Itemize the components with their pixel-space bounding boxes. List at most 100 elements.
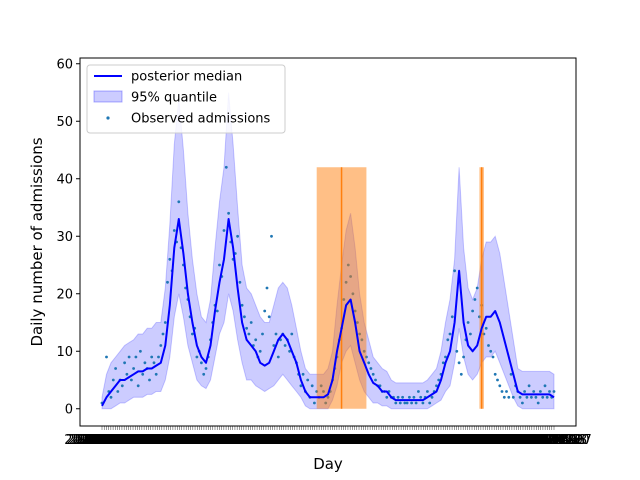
observed-point bbox=[267, 315, 271, 319]
x-tick-label: 2021-03-13 bbox=[184, 433, 260, 448]
x-tick-label: 2023-08-26 bbox=[467, 433, 543, 448]
x-tick-label: 2023-09-23 bbox=[476, 433, 552, 448]
x-tick-label: 2020-07-04 bbox=[104, 433, 180, 448]
y-tick-label: 20 bbox=[56, 287, 73, 302]
x-tick-label: 2021-06-12 bbox=[213, 433, 289, 448]
x-tick-label: 2022-05-28 bbox=[323, 433, 399, 448]
observed-point bbox=[396, 395, 400, 399]
x-tick-label: 2021-06-26 bbox=[217, 433, 293, 448]
observed-point bbox=[143, 361, 147, 365]
legend-label: 95% quantile bbox=[131, 91, 217, 106]
observed-point bbox=[313, 401, 316, 405]
observed-point bbox=[466, 321, 470, 324]
x-tick-label: 2020-07-25 bbox=[111, 433, 187, 448]
x-tick-label: 2021-07-03 bbox=[219, 433, 295, 448]
observed-point bbox=[459, 372, 463, 376]
x-tick-label: 2021-07-24 bbox=[226, 433, 302, 448]
x-tick-label: 2021-11-13 bbox=[261, 433, 337, 448]
observed-point bbox=[536, 401, 540, 405]
observed-point bbox=[204, 367, 208, 370]
x-tick-label: 2023-02-11 bbox=[405, 433, 481, 448]
x-tick-label: 2023-07-08 bbox=[452, 433, 528, 448]
x-tick-label: 2023-06-17 bbox=[445, 433, 521, 448]
x-tick-label: 2023-10-07 bbox=[481, 433, 557, 448]
y-tick-label: 30 bbox=[56, 230, 73, 245]
x-tick-label: 2022-05-07 bbox=[317, 433, 393, 448]
x-tick-label: 2020-06-06 bbox=[95, 433, 171, 448]
x-tick-label: 2022-01-29 bbox=[286, 433, 362, 448]
observed-point bbox=[385, 395, 389, 399]
x-tick-label: 2021-05-08 bbox=[202, 433, 278, 448]
x-tick-label: 2021-08-14 bbox=[233, 433, 309, 448]
observed-point bbox=[202, 372, 206, 376]
x-tick-label: 2024-01-13 bbox=[512, 433, 588, 448]
x-tick-label: 2022-03-05 bbox=[297, 433, 373, 448]
x-tick-label: 2021-04-24 bbox=[197, 433, 273, 448]
x-tick-label: 2023-04-15 bbox=[425, 433, 501, 448]
x-tick-label: 2020-07-18 bbox=[109, 433, 185, 448]
x-tick-label: 2023-12-23 bbox=[505, 433, 581, 448]
x-tick-label: 2022-12-03 bbox=[383, 433, 459, 448]
observed-point bbox=[539, 390, 542, 393]
x-tick-label: 2020-04-18 bbox=[80, 433, 156, 448]
observed-point bbox=[521, 401, 524, 405]
observed-point bbox=[247, 332, 251, 336]
observed-point bbox=[552, 390, 556, 393]
x-tick-label: 2022-07-02 bbox=[335, 433, 411, 448]
x-tick-label: 2022-12-24 bbox=[390, 433, 466, 448]
observed-point bbox=[453, 269, 456, 273]
observed-point bbox=[276, 355, 280, 359]
x-tick-label: 2021-03-20 bbox=[186, 433, 262, 448]
axes: 0 10 20 30 40 50 60 2020-02-292020-03-072020-03… bbox=[56, 57, 591, 448]
x-tick-label: 2021-01-30 bbox=[171, 433, 247, 448]
observed-point bbox=[484, 326, 488, 330]
x-tick-label: 2023-03-25 bbox=[419, 433, 495, 448]
x-tick-label: 2020-05-02 bbox=[84, 433, 160, 448]
x-tick-label: 2023-05-13 bbox=[434, 433, 510, 448]
observed-point bbox=[290, 332, 294, 336]
legend-observed-swatch bbox=[106, 116, 110, 120]
observed-point bbox=[523, 390, 526, 393]
observed-point bbox=[157, 355, 160, 359]
observed-point bbox=[426, 390, 429, 393]
x-tick-label: 2023-11-11 bbox=[492, 433, 568, 448]
observed-point bbox=[265, 286, 269, 290]
x-tick-label: 2020-08-29 bbox=[122, 433, 198, 448]
x-tick-label: 2023-05-06 bbox=[432, 433, 508, 448]
x-tick-label: 2023-09-30 bbox=[479, 433, 555, 448]
x-tick-label: 2021-09-25 bbox=[246, 433, 322, 448]
observed-point bbox=[218, 263, 221, 267]
x-tick-label: 2023-07-22 bbox=[456, 433, 532, 448]
x-tick-label: 2023-03-18 bbox=[417, 433, 493, 448]
x-tick-label: 2022-05-21 bbox=[321, 433, 397, 448]
x-tick-label: 2020-12-05 bbox=[153, 433, 229, 448]
x-tick-label: 2021-12-25 bbox=[275, 433, 351, 448]
x-tick-label: 2022-12-17 bbox=[388, 433, 464, 448]
x-tick-label: 2020-08-15 bbox=[117, 433, 193, 448]
observed-point bbox=[263, 309, 267, 313]
x-tick-label: 2022-11-19 bbox=[379, 433, 455, 448]
observed-point bbox=[475, 286, 479, 290]
x-tick-label: 2023-08-19 bbox=[465, 433, 541, 448]
observed-point bbox=[401, 395, 404, 399]
x-tick-label: 2021-08-07 bbox=[230, 433, 306, 448]
x-tick-label: 2020-12-19 bbox=[157, 433, 233, 448]
x-tick-label: 2021-05-01 bbox=[199, 433, 275, 448]
observed-point bbox=[489, 349, 493, 353]
x-tick-label: 2022-10-29 bbox=[372, 433, 448, 448]
observed-point bbox=[469, 332, 472, 336]
x-tick-label: 2020-10-03 bbox=[133, 433, 209, 448]
observed-point bbox=[224, 165, 228, 169]
observed-point bbox=[258, 349, 262, 353]
observed-point bbox=[457, 361, 461, 365]
x-tick-label: 2022-08-06 bbox=[346, 433, 422, 448]
x-tick-label: 2020-09-12 bbox=[126, 433, 202, 448]
x-tick-label: 2021-01-23 bbox=[168, 433, 244, 448]
x-tick-label: 2023-01-21 bbox=[399, 433, 475, 448]
x-tick-label: 2023-02-18 bbox=[408, 433, 484, 448]
observed-point bbox=[148, 378, 151, 382]
x-tick-label: 2023-11-25 bbox=[496, 433, 572, 448]
x-tick-label: 2022-04-09 bbox=[308, 433, 384, 448]
x-tick-label: 2022-05-14 bbox=[319, 433, 395, 448]
x-tick-label: 2023-07-15 bbox=[454, 433, 530, 448]
